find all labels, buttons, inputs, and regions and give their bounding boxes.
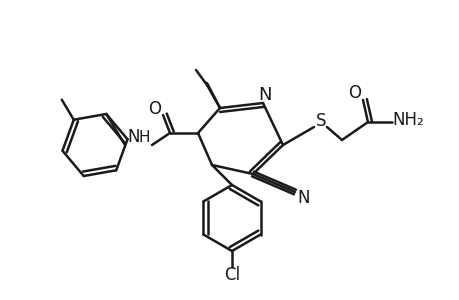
Text: N: N xyxy=(297,189,309,207)
Text: O: O xyxy=(348,84,361,102)
Text: N: N xyxy=(128,128,140,146)
Text: S: S xyxy=(315,112,325,130)
Text: O: O xyxy=(148,100,161,118)
Text: H: H xyxy=(138,130,150,145)
Text: Cl: Cl xyxy=(224,266,240,284)
Text: NH₂: NH₂ xyxy=(391,111,423,129)
Text: N: N xyxy=(257,86,271,104)
